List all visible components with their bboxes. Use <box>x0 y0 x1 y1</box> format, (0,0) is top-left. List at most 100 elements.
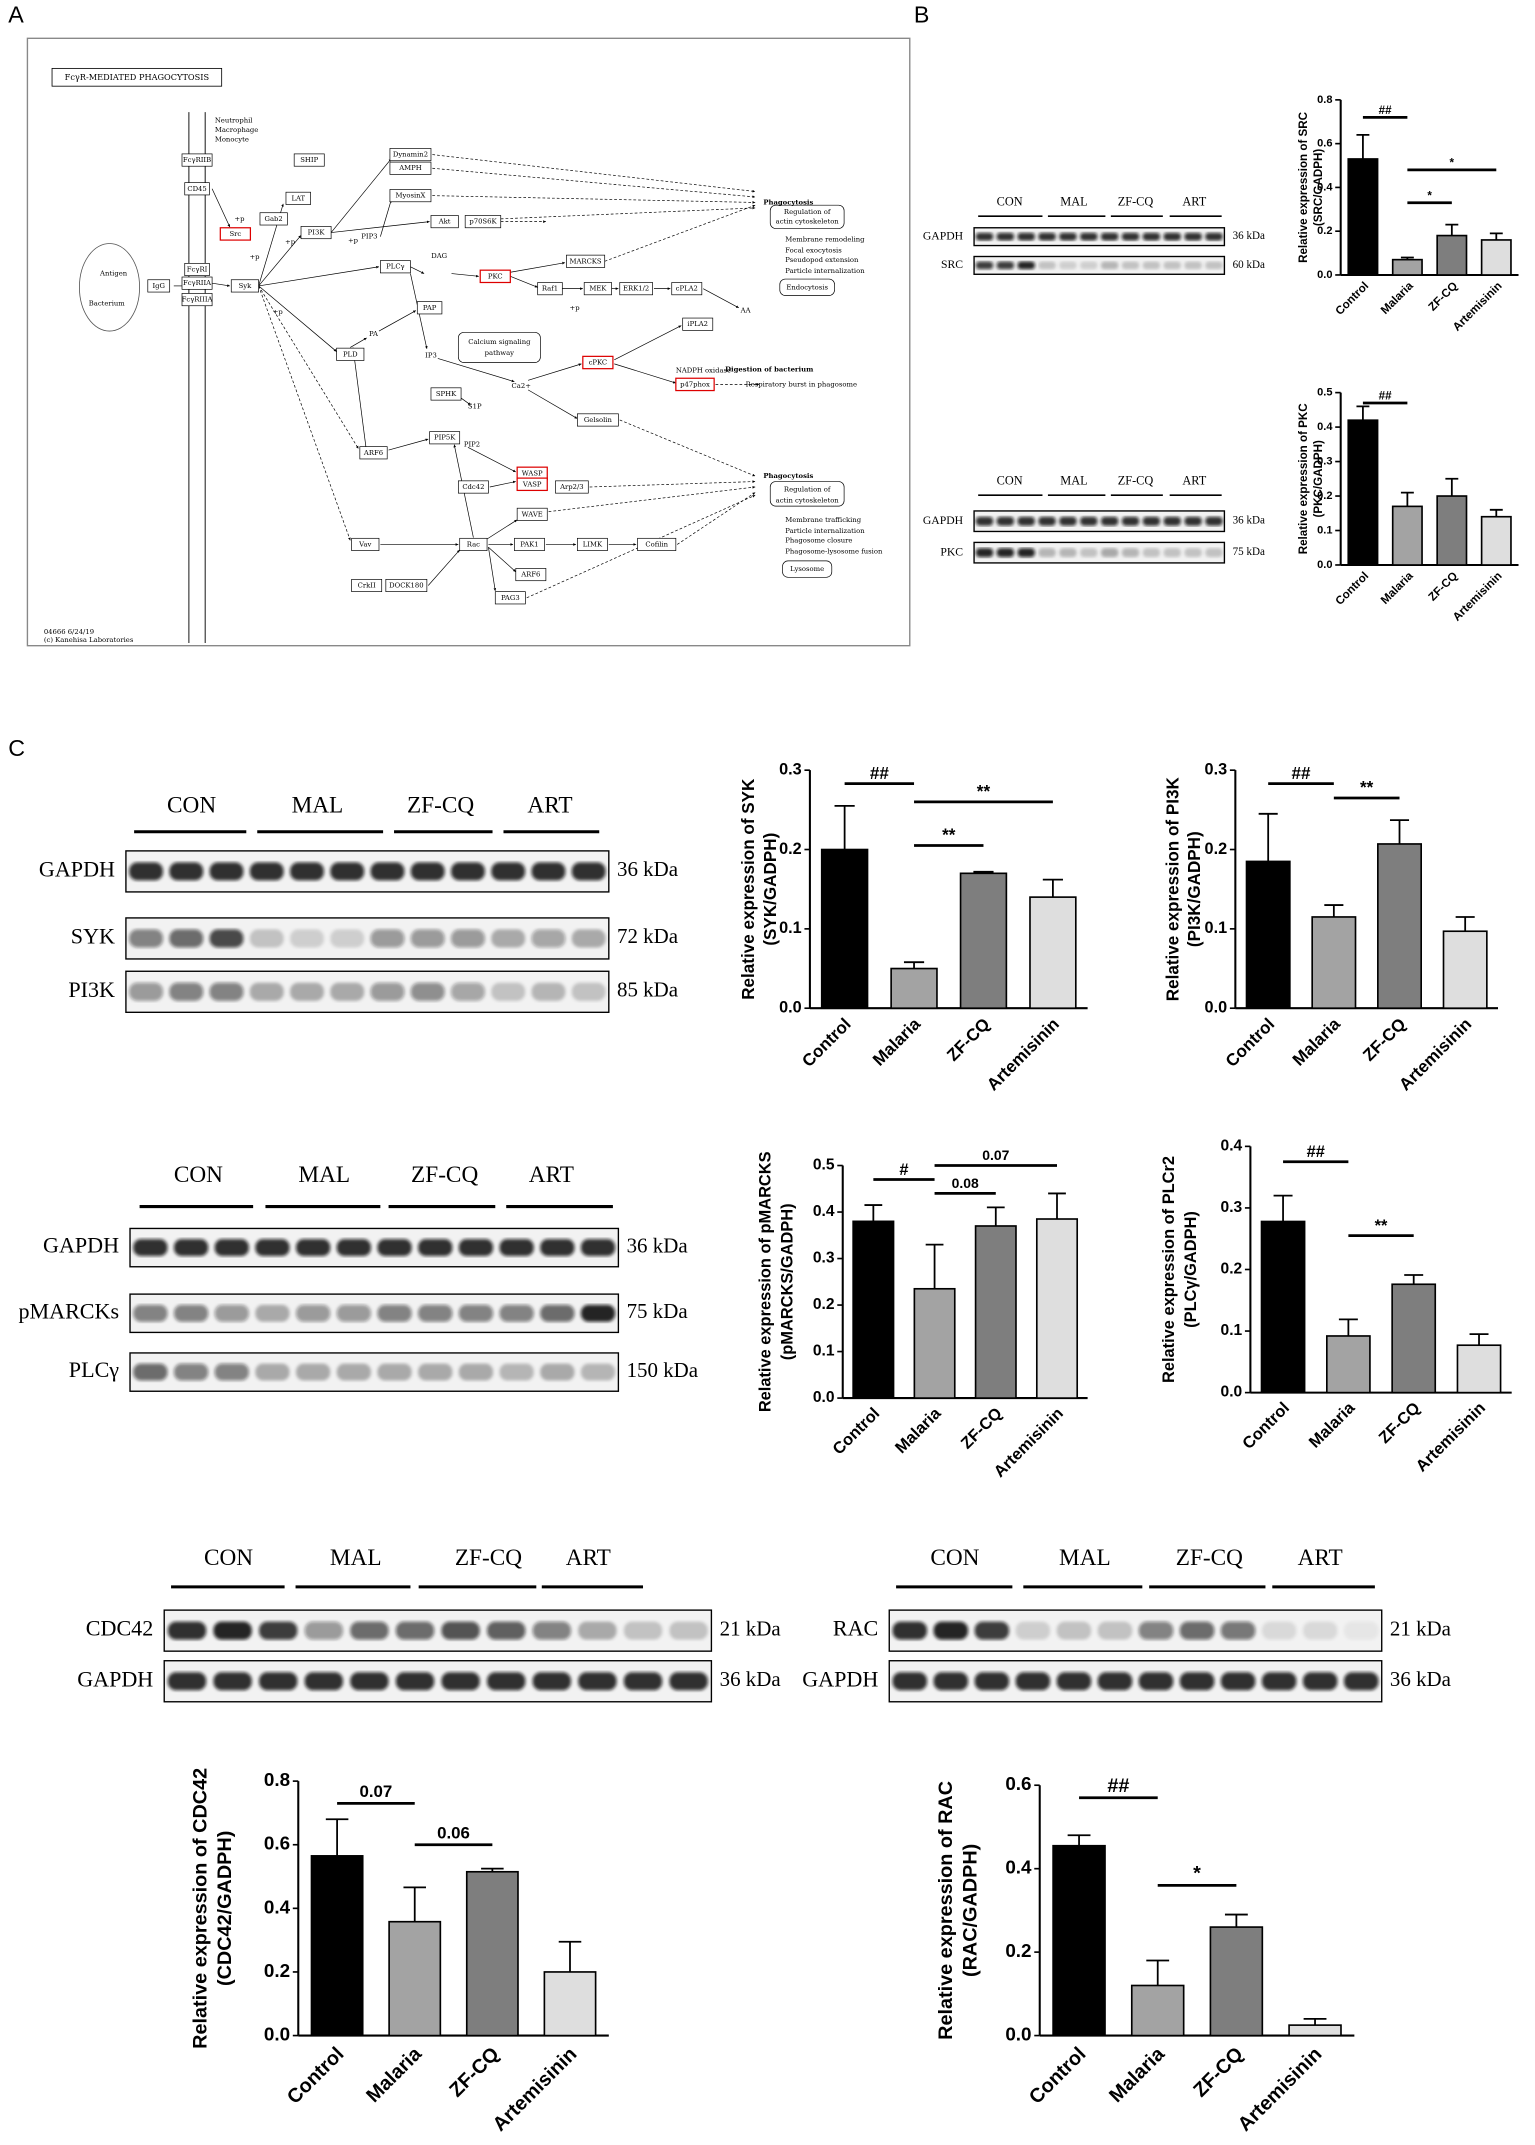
bar <box>1260 1220 1306 1394</box>
blot-band <box>540 1239 575 1257</box>
blot-band <box>487 1621 526 1640</box>
blot-group-label: ZF-CQ <box>455 1545 522 1571</box>
pathway-node-label: Phagocytosis <box>763 198 813 206</box>
blot-band <box>209 929 244 948</box>
pathway-node-box <box>230 279 259 293</box>
pathway-group-box <box>769 481 845 507</box>
error-bar <box>403 1886 427 1922</box>
blot-strip <box>129 1293 620 1334</box>
pathway-node-box <box>293 153 325 167</box>
bar <box>913 1287 956 1399</box>
y-tick-label: 0.0 <box>1317 269 1332 281</box>
blot-size-label: 72 kDa <box>617 924 678 948</box>
blot-band <box>499 1363 534 1381</box>
blot-band <box>1038 232 1056 241</box>
y-tick-label: 0.6 <box>264 1833 290 1854</box>
pathway-node-box <box>359 446 388 460</box>
blot-band <box>330 982 365 1001</box>
blot-band <box>1163 261 1182 270</box>
x-tick-label: ZF-CQ <box>1189 2043 1247 2101</box>
error-bar <box>1445 477 1459 497</box>
pathway-node-box <box>582 355 614 370</box>
y-axis-label: (PKC/GADPH) <box>1312 440 1325 518</box>
blot-strip <box>129 1352 620 1392</box>
bar <box>465 1870 519 2037</box>
y-tick-label: 0.4 <box>1317 421 1333 433</box>
y-tick-label: 0.8 <box>264 1769 290 1790</box>
pathway-arrow <box>488 546 517 573</box>
blot-band <box>259 1672 298 1691</box>
pathway-group-box <box>779 278 835 296</box>
pathway-arrow <box>432 195 756 204</box>
y-tick-label: 0.3 <box>779 760 802 778</box>
y-tick-label: 0.0 <box>1005 2024 1031 2045</box>
pathway-node-label: LAT <box>291 194 305 202</box>
y-tick-label: 0.4 <box>813 1203 835 1220</box>
x-tick-label: Malaria <box>362 2042 427 2107</box>
blot-band <box>531 929 566 948</box>
x-tick-label: Malaria <box>869 1014 924 1069</box>
bar <box>1035 1218 1079 1399</box>
pathway-node-box <box>385 578 428 592</box>
pathway-arrow <box>677 492 756 545</box>
pathway-arrow <box>467 447 516 473</box>
blot-size-label: 21 kDa <box>1390 1616 1451 1640</box>
blot-size-label: 21 kDa <box>720 1616 781 1640</box>
blot-band <box>491 929 526 948</box>
pathway-node-label: PIP2 <box>464 441 480 449</box>
pathway-arrow <box>350 337 367 348</box>
blot-band <box>370 929 405 948</box>
blot-group-label: ART <box>529 1162 574 1188</box>
pathway-arrow <box>703 288 739 309</box>
pathway-node-box <box>181 153 213 167</box>
blot-band <box>499 1239 534 1257</box>
pathway-node-box <box>336 347 365 361</box>
blot-band <box>129 862 163 881</box>
blot-row-label: PI3K <box>68 977 115 1002</box>
y-tick-label: 0.1 <box>1317 524 1332 536</box>
blot-size-label: 36 kDa <box>1233 230 1265 242</box>
pathway-node-label: PLCγ <box>386 263 404 271</box>
y-tick-label: 0.8 <box>1317 94 1332 106</box>
blot-band <box>578 1672 617 1691</box>
blot-band <box>996 548 1015 558</box>
bar <box>1130 1984 1185 2037</box>
blot-band <box>441 1672 480 1691</box>
blot-band <box>1343 1672 1379 1691</box>
pathway-node-label: actin cytoskeleton <box>776 497 840 505</box>
pathway-node-label: WAVE <box>522 510 543 518</box>
blot-band <box>571 862 606 881</box>
blot-band <box>1017 548 1035 558</box>
significance-label: # <box>899 1161 908 1179</box>
bacterium-shape <box>78 243 141 332</box>
y-tick-label: 0.1 <box>1205 919 1228 937</box>
blot-band <box>1261 1672 1297 1691</box>
pathway-node-label: MEK <box>589 285 607 293</box>
pathway-node-label: Calcium signaling <box>468 338 531 346</box>
pathway-node-box <box>494 591 526 605</box>
blot-strip <box>973 541 1226 564</box>
x-tick-label: ZF-CQ <box>1359 1014 1409 1064</box>
pathway-arrow <box>510 276 538 288</box>
bar-chart: 0.0 0.1 0.2 0.3 0.4 Control Malaria ZF-CQArtemi… <box>1160 1137 1512 1475</box>
blot-band <box>1080 548 1098 558</box>
error-bar <box>1258 812 1278 862</box>
y-tick-label: 0.2 <box>1221 1261 1243 1278</box>
pathway-arrow <box>352 347 368 453</box>
error-bar <box>1303 2017 1327 2026</box>
pathway-node-box <box>566 254 606 268</box>
blot-band <box>540 1363 575 1381</box>
panel-label: A <box>8 2 24 28</box>
blot-row-label: SYK <box>71 923 115 948</box>
pathway-node-box <box>429 431 461 445</box>
pathway-arrow <box>211 188 231 228</box>
pathway-node-label: Particle internalization <box>785 527 865 535</box>
x-tick-label: ZF-CQ <box>943 1014 993 1064</box>
panel-label: B <box>914 2 930 28</box>
error-bar <box>481 1867 504 1872</box>
pathway-node-label: Syk <box>239 282 253 290</box>
blot-band <box>892 1621 928 1640</box>
error-bar <box>1455 916 1475 932</box>
pathway-node-label: PIP5K <box>434 434 456 442</box>
pathway-node-label: +p <box>273 308 284 316</box>
